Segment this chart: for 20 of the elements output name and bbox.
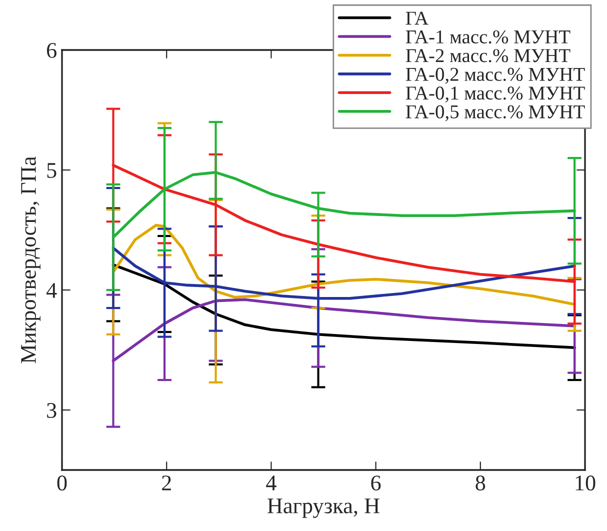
legend-label: ГА [406, 12, 428, 25]
legend-label: ГА-0,2 масс.% МУНТ [406, 68, 585, 84]
legend-label: ГА-0,5 масс.% МУНТ [406, 105, 585, 122]
line-series [112, 224, 576, 306]
x-tick-label: 8 [476, 476, 486, 490]
legend-label: ГА-1 масс.% МУНТ [406, 30, 570, 44]
x-tick-label: 6 [371, 476, 381, 490]
y-axis-title: Микротвердость, ГПа [21, 156, 40, 364]
x-tick-label: 4 [266, 476, 276, 490]
y-tick-label: 3 [47, 402, 56, 418]
y-tick-label: 4 [46, 283, 57, 298]
y-tick-label: 6 [46, 42, 56, 58]
x-tick-label: 10 [576, 476, 596, 490]
y-tick-label: 5 [47, 163, 56, 178]
legend-label: ГА-2 масс.% МУНТ [406, 49, 570, 62]
x-tick-label: 0 [57, 476, 67, 490]
x-tick-label: 2 [162, 476, 171, 490]
x-axis-title: Нагрузка, Н [268, 498, 380, 518]
legend-label: ГА-0,1 масс.% МУНТ [406, 86, 585, 102]
line-series [112, 263, 576, 349]
